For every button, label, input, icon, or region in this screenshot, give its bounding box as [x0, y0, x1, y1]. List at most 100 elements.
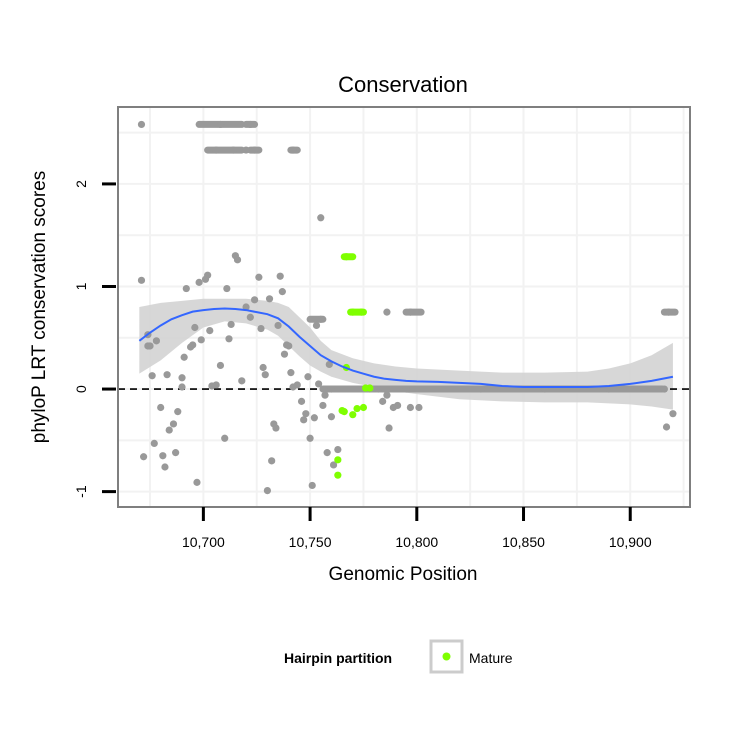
data-point-other	[321, 391, 329, 399]
data-point-other	[306, 434, 314, 442]
data-point-mature	[359, 403, 368, 412]
x-tick-label: 10,700	[182, 534, 225, 550]
data-point-other	[165, 426, 173, 434]
data-point-other	[287, 369, 295, 377]
data-point-other	[310, 414, 318, 422]
data-point-other	[383, 391, 391, 399]
y-axis-label: phyloP LRT conservation scores	[29, 171, 50, 444]
data-point-other	[605, 385, 613, 393]
data-point-other	[317, 214, 325, 222]
data-point-other	[195, 278, 203, 286]
data-point-mature	[353, 404, 361, 413]
data-point-other	[406, 308, 415, 316]
data-point-other	[325, 360, 333, 369]
data-point-other	[250, 296, 259, 304]
data-point-other	[263, 486, 272, 495]
data-point-other	[261, 371, 269, 379]
data-point-other	[229, 146, 237, 154]
data-point-other	[665, 308, 673, 316]
data-point-other	[327, 413, 336, 421]
data-point-other	[374, 385, 382, 393]
data-point-other	[415, 403, 423, 412]
data-point-other	[259, 363, 267, 372]
data-point-other	[257, 324, 265, 333]
panel-border	[117, 106, 691, 508]
data-point-other	[225, 335, 233, 343]
data-point-other	[191, 323, 199, 332]
smooth-line	[138, 307, 674, 388]
data-point-other	[276, 272, 284, 280]
data-point-other	[477, 385, 485, 393]
data-point-other	[144, 342, 152, 350]
data-point-mature	[340, 408, 348, 416]
data-point-other	[180, 353, 188, 361]
data-point-other	[383, 308, 391, 316]
legend-title: Hairpin partition	[284, 650, 392, 666]
data-point-other	[223, 284, 231, 293]
data-point-other	[402, 385, 410, 393]
data-point-other	[233, 256, 242, 264]
y-tick-label: 2	[73, 180, 89, 188]
data-point-other	[272, 424, 280, 432]
data-point-other	[212, 381, 220, 389]
data-point-other	[157, 403, 165, 412]
x-tick-label: 10,850	[502, 534, 545, 550]
data-point-other	[159, 452, 167, 460]
data-point-other	[178, 374, 186, 382]
data-point-other	[329, 461, 338, 469]
legend: Hairpin partition Mature	[284, 639, 513, 674]
chart-title: Conservation	[338, 72, 468, 97]
data-point-other	[315, 380, 323, 388]
data-point-other	[379, 397, 387, 405]
y-tick-label: 0	[73, 385, 89, 393]
data-point-other	[274, 321, 282, 330]
data-point-other	[148, 372, 156, 380]
data-point-other	[216, 120, 225, 129]
x-tick-label: 10,800	[395, 534, 438, 550]
data-point-other	[246, 313, 254, 321]
data-point-mature	[334, 456, 342, 464]
data-point-other	[163, 371, 171, 379]
data-point-other	[137, 276, 146, 284]
data-point-mature	[342, 253, 350, 261]
smooth-fit-line	[138, 307, 674, 388]
data-point-other	[178, 383, 186, 391]
data-point-other	[174, 408, 182, 416]
data-point-other	[669, 410, 677, 418]
data-point-other	[242, 303, 250, 311]
data-point-other	[193, 478, 201, 486]
data-point-other	[255, 273, 263, 281]
data-point-other	[204, 271, 212, 279]
data-point-other	[285, 342, 293, 350]
data-point-other	[308, 481, 316, 490]
data-point-other	[327, 385, 336, 393]
data-point-other	[302, 410, 310, 418]
legend-label-mature: Mature	[469, 650, 513, 666]
data-point-other	[297, 397, 306, 405]
data-point-other	[238, 377, 246, 385]
x-tick-label: 10,900	[609, 534, 652, 550]
data-point-other	[197, 336, 205, 344]
data-point-other	[319, 401, 327, 410]
y-tick-label: -1	[73, 485, 89, 498]
data-point-other	[334, 445, 342, 454]
data-point-other	[137, 120, 146, 129]
data-point-other	[662, 423, 671, 431]
data-point-other	[323, 449, 331, 457]
data-point-mature	[366, 384, 374, 392]
x-tick-label: 10,750	[289, 534, 332, 550]
data-point-other	[393, 401, 402, 410]
data-point-other	[246, 120, 254, 129]
data-point-mature	[357, 308, 365, 316]
data-point-other	[293, 381, 301, 389]
data-point-other	[221, 434, 229, 442]
data-point-other	[161, 463, 169, 471]
confidence-band	[139, 298, 673, 410]
y-tick-label: 1	[73, 282, 89, 290]
data-point-mature	[349, 308, 357, 316]
data-point-other	[189, 341, 197, 349]
data-point-other	[317, 315, 325, 323]
axes: 10,700 10,750 10,800 10,850 10,900 -1 0 1 2	[73, 180, 652, 550]
data-point-other	[268, 457, 276, 465]
data-point-other	[242, 146, 250, 154]
